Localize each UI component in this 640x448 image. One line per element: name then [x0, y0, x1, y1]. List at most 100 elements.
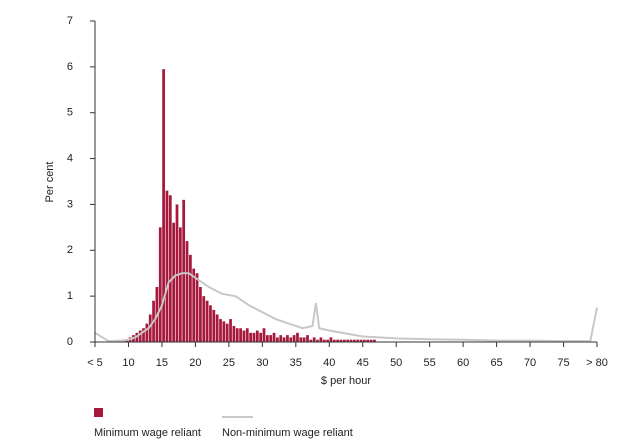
bar — [346, 339, 350, 342]
bar — [235, 328, 239, 342]
bar — [282, 337, 286, 342]
bar — [172, 222, 176, 342]
bar — [178, 227, 182, 342]
bar — [269, 335, 273, 342]
x-tick-label: 15 — [156, 357, 168, 369]
y-tick-label: 1 — [67, 290, 73, 302]
bar — [182, 199, 186, 342]
bar — [292, 335, 296, 342]
bar — [342, 339, 346, 342]
y-axis-label: Per cent — [44, 162, 56, 203]
y-tick-label: 0 — [67, 336, 73, 348]
bar — [296, 332, 299, 342]
x-tick-label: 55 — [424, 357, 436, 369]
bar — [306, 335, 309, 342]
line — [94, 272, 598, 343]
bar — [185, 241, 189, 342]
x-tick-label: 50 — [390, 357, 402, 369]
bar — [316, 339, 319, 342]
bar — [289, 337, 293, 342]
bar — [286, 335, 289, 342]
legend-label: Minimum wage reliant — [94, 427, 201, 439]
bar — [145, 323, 149, 342]
x-tick-label: 10 — [122, 357, 134, 369]
bar — [259, 332, 263, 342]
bar — [276, 337, 279, 342]
bar — [232, 325, 236, 342]
bar — [225, 323, 229, 342]
y-tick-label: 2 — [67, 244, 73, 256]
bar — [359, 339, 363, 342]
x-tick-label: 25 — [223, 357, 235, 369]
bar — [262, 328, 266, 342]
bar — [369, 339, 373, 342]
x-tick-label: 65 — [490, 357, 502, 369]
bar — [302, 337, 306, 342]
y-tick-label: 7 — [67, 15, 73, 27]
bar — [205, 300, 209, 342]
x-axis-label: $ per hour — [321, 375, 371, 387]
bar — [349, 339, 353, 342]
bar — [272, 332, 276, 342]
bar — [142, 328, 145, 342]
legend-swatch — [94, 408, 103, 417]
y-tick-label: 4 — [67, 152, 73, 164]
x-tick-label: 75 — [557, 357, 569, 369]
x-tick-label: 40 — [323, 357, 335, 369]
x-tick-label: > 80 — [586, 357, 608, 369]
bar — [199, 286, 202, 342]
x-tick-label: < 5 — [87, 357, 103, 369]
bar — [239, 328, 242, 342]
x-tick-label: 20 — [189, 357, 201, 369]
x-tick-label: 60 — [457, 357, 469, 369]
bar — [373, 339, 376, 342]
bar — [356, 339, 360, 342]
bar — [245, 328, 249, 342]
bar — [148, 314, 152, 342]
bar — [195, 273, 199, 342]
bar — [352, 339, 356, 342]
x-tick-label: 35 — [290, 357, 302, 369]
bar — [158, 227, 162, 342]
bar — [229, 319, 232, 342]
bar — [322, 339, 326, 342]
bar — [366, 339, 370, 342]
bar — [332, 339, 336, 342]
x-tick-label: 45 — [357, 357, 369, 369]
bar — [138, 330, 142, 342]
bar — [202, 296, 206, 342]
bar — [249, 332, 252, 342]
bar — [319, 337, 323, 342]
bar — [265, 335, 269, 342]
bar — [299, 337, 303, 342]
bar — [162, 69, 165, 343]
legend-label: Non-minimum wage reliant — [222, 427, 353, 439]
y-tick-label: 5 — [67, 107, 73, 119]
bar — [312, 337, 316, 342]
bar — [209, 305, 212, 342]
bar — [219, 319, 222, 342]
x-tick-label: 70 — [524, 357, 536, 369]
bar — [329, 337, 333, 342]
bar — [309, 339, 313, 342]
bar — [165, 190, 169, 342]
bar — [339, 339, 343, 342]
y-tick-label: 6 — [67, 61, 73, 73]
bar — [212, 309, 216, 342]
x-tick-label: 30 — [256, 357, 268, 369]
bar — [215, 314, 219, 342]
y-tick-label: 3 — [67, 198, 73, 210]
bar — [255, 330, 259, 342]
bar — [242, 330, 246, 342]
bar — [222, 321, 226, 342]
bar — [168, 195, 172, 342]
bar — [336, 339, 340, 342]
bar — [189, 254, 192, 342]
bar — [252, 332, 256, 342]
bar — [326, 339, 329, 342]
bar — [175, 204, 179, 342]
bar — [279, 335, 283, 342]
bar — [363, 339, 366, 342]
bar — [192, 268, 196, 342]
